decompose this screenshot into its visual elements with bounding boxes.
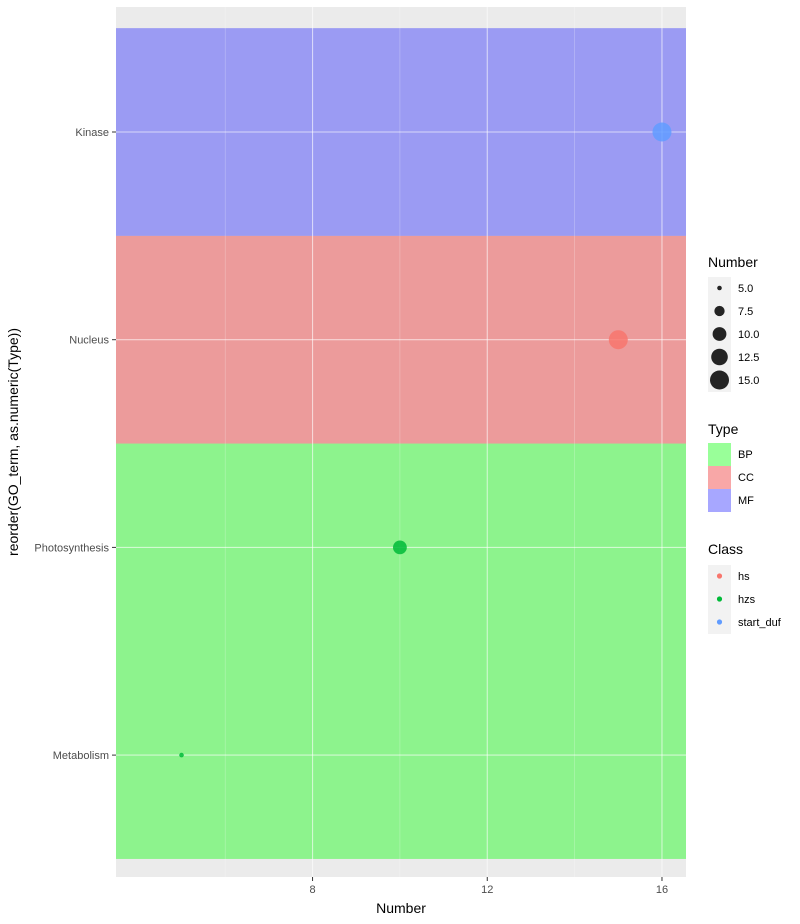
legend-type-swatch-mf xyxy=(708,489,731,512)
type-bands xyxy=(116,28,686,859)
legend-type-label: CC xyxy=(738,472,754,484)
legend-type-title: Type xyxy=(708,421,739,437)
y-tick-label: Kinase xyxy=(75,127,109,139)
legend-type-label: BP xyxy=(738,449,753,461)
legend-size-label: 15.0 xyxy=(738,375,759,387)
data-points xyxy=(179,122,672,758)
legend-size-title: Number xyxy=(708,254,758,270)
legend-type-swatch-cc xyxy=(708,466,731,489)
legend-size-swatch xyxy=(717,285,722,291)
legend-type-swatch-bp xyxy=(708,443,731,466)
legend-size-label: 5.0 xyxy=(738,283,753,295)
legend-type: Type BP CC MF xyxy=(708,421,754,512)
legend-class-swatch-hs xyxy=(716,573,723,579)
legend-type-label: MF xyxy=(738,495,754,507)
legend-class-title: Class xyxy=(708,541,743,557)
y-tick-label: Metabolism xyxy=(53,750,109,762)
legend-class: Class hs hzs start_duf xyxy=(708,541,782,634)
legend-class-swatch-hzs xyxy=(716,596,723,602)
x-tick-label: 12 xyxy=(481,884,493,896)
legend-size-swatch xyxy=(714,305,725,317)
band-bp xyxy=(116,443,686,859)
legend-class-label: hs xyxy=(738,571,750,583)
legend-size-swatch xyxy=(711,348,728,366)
point-nucleus xyxy=(608,330,628,350)
x-axis-title: Number xyxy=(376,900,426,916)
y-tick-label: Photosynthesis xyxy=(34,542,109,554)
point-kinase xyxy=(652,122,672,142)
legend-size-swatch xyxy=(710,370,729,390)
y-axis-title: reorder(GO_term, as.numeric(Type)) xyxy=(5,328,21,556)
legend-size-label: 12.5 xyxy=(738,352,759,364)
x-axis: 8 12 16 xyxy=(309,877,668,896)
point-photosynthesis xyxy=(392,540,407,555)
legend-size-swatch xyxy=(712,327,727,341)
legend-class-swatch-start_duf xyxy=(716,619,723,625)
y-axis: Metabolism Photosynthesis Nucleus Kinase xyxy=(34,127,116,762)
panel-background xyxy=(116,7,686,877)
legend-class-label: start_duf xyxy=(738,617,782,629)
legend-size-label: 7.5 xyxy=(738,306,753,318)
legend-size: Number 5.0 7.5 10.0 12.5 15.0 xyxy=(708,254,759,392)
legend-size-label: 10.0 xyxy=(738,329,759,341)
legend-class-label: hzs xyxy=(738,594,756,606)
point-metabolism xyxy=(179,752,184,758)
x-tick-label: 16 xyxy=(656,884,668,896)
y-tick-label: Nucleus xyxy=(69,335,109,347)
x-tick-label: 8 xyxy=(309,884,315,896)
